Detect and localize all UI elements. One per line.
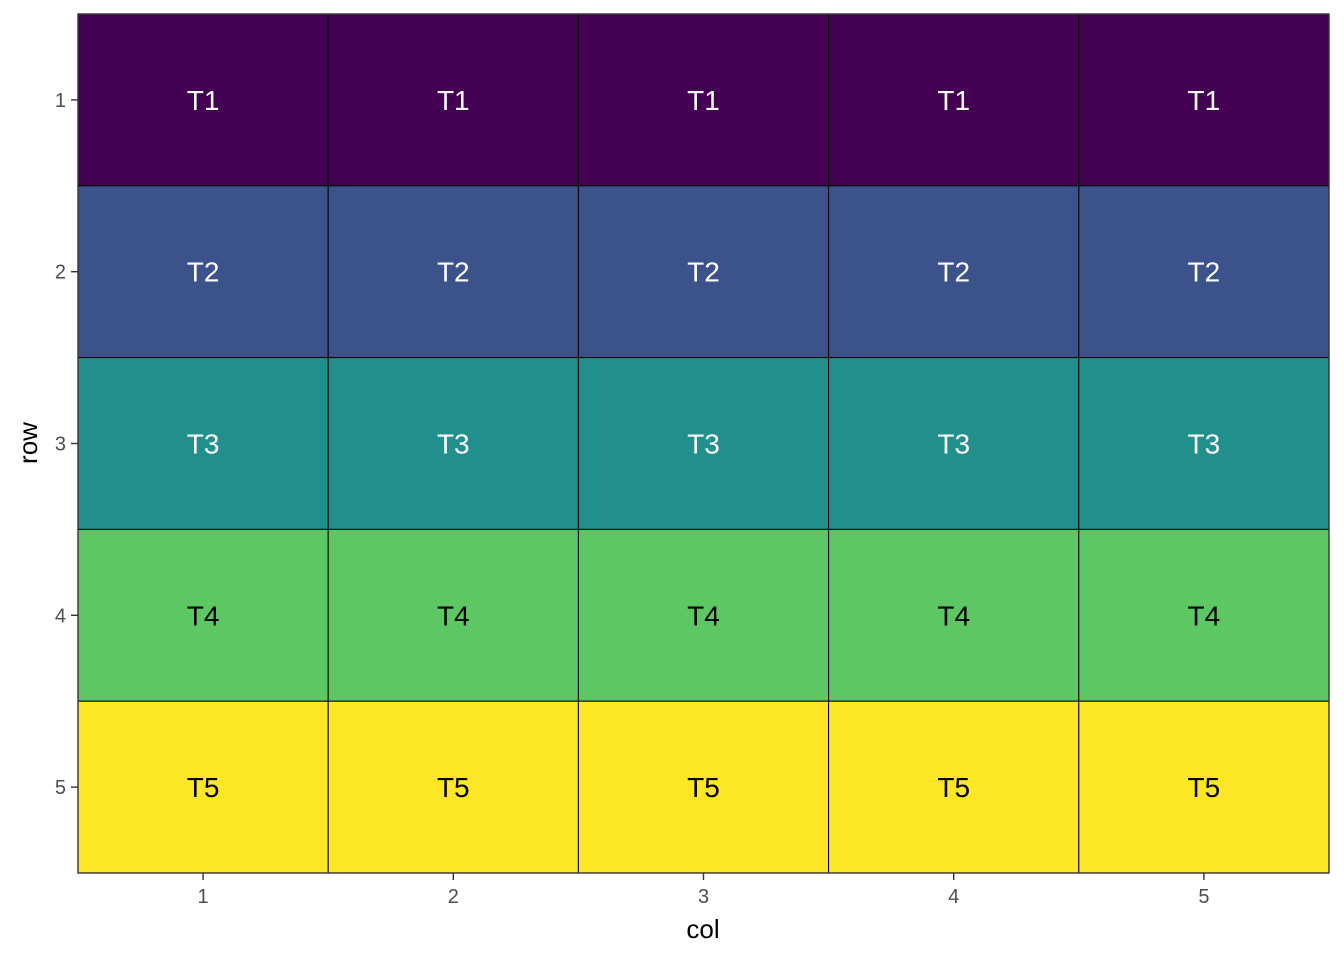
x-tick-label: 2 <box>448 886 459 908</box>
cell-label: T1 <box>1188 85 1221 116</box>
cell-label: T1 <box>687 85 720 116</box>
heatmap-cell <box>327 357 579 530</box>
cell-label: T2 <box>187 257 220 288</box>
x-axis: 1 2 3 4 5 <box>198 873 1209 908</box>
x-axis-title: col <box>686 914 719 944</box>
cell-label: T5 <box>437 772 470 803</box>
x-tick-label: 1 <box>198 886 209 908</box>
cell-label: T2 <box>937 257 970 288</box>
x-tick-label: 3 <box>698 886 709 908</box>
heatmap-cell <box>577 357 830 530</box>
cell-label: T4 <box>687 600 720 631</box>
heatmap-cells: T1 T1 T1 T1 T1 T2 T2 T2 T2 T2 T3 T3 T3 T3 T3 T4 T4 T4 T4 T4… <box>77 13 1330 874</box>
heatmap-cell <box>828 528 1080 702</box>
heatmap-cell <box>77 13 329 187</box>
cell-label: T4 <box>437 600 470 631</box>
cell-label: T2 <box>437 257 470 288</box>
heatmap-cell <box>577 528 830 702</box>
y-axis-title: row <box>13 422 43 464</box>
cell-label: T3 <box>1188 429 1221 460</box>
heatmap-cell <box>828 13 1080 187</box>
y-tick-label: 5 <box>55 777 66 799</box>
y-tick-label: 3 <box>55 434 66 456</box>
heatmap-cell <box>327 185 579 359</box>
cell-label: T3 <box>687 429 720 460</box>
heatmap-cell <box>1078 357 1330 530</box>
cell-label: T1 <box>937 85 970 116</box>
heatmap-cell <box>77 185 329 359</box>
cell-label: T4 <box>187 600 220 631</box>
cell-label: T5 <box>187 772 220 803</box>
cell-label: T5 <box>1188 772 1221 803</box>
heatmap-cell <box>1078 13 1330 187</box>
y-tick-label: 4 <box>55 605 66 627</box>
x-tick-label: 5 <box>1198 886 1209 908</box>
cell-label: T1 <box>187 85 220 116</box>
cell-label: T2 <box>687 257 720 288</box>
heatmap-cell <box>577 700 830 874</box>
heatmap-cell <box>327 700 579 874</box>
heatmap-cell <box>1078 528 1330 702</box>
cell-label: T2 <box>1188 257 1221 288</box>
heatmap-cell <box>327 13 579 187</box>
heatmap-cell <box>1078 700 1330 874</box>
heatmap-cell <box>327 528 579 702</box>
cell-label: T3 <box>937 429 970 460</box>
cell-label: T3 <box>187 429 220 460</box>
heatmap-cell <box>577 185 830 359</box>
cell-label: T4 <box>937 600 970 631</box>
cell-label: T3 <box>437 429 470 460</box>
heatmap-cell <box>77 700 329 874</box>
y-tick-label: 2 <box>55 262 66 284</box>
cell-label: T5 <box>937 772 970 803</box>
heatmap-cell <box>828 357 1080 530</box>
cell-label: T5 <box>687 772 720 803</box>
cell-label: T1 <box>437 85 470 116</box>
y-axis: 1 2 3 4 5 <box>55 90 78 799</box>
heatmap-cell <box>1078 185 1330 359</box>
x-tick-label: 4 <box>948 886 959 908</box>
y-tick-label: 1 <box>55 90 66 112</box>
cell-label: T4 <box>1188 600 1221 631</box>
